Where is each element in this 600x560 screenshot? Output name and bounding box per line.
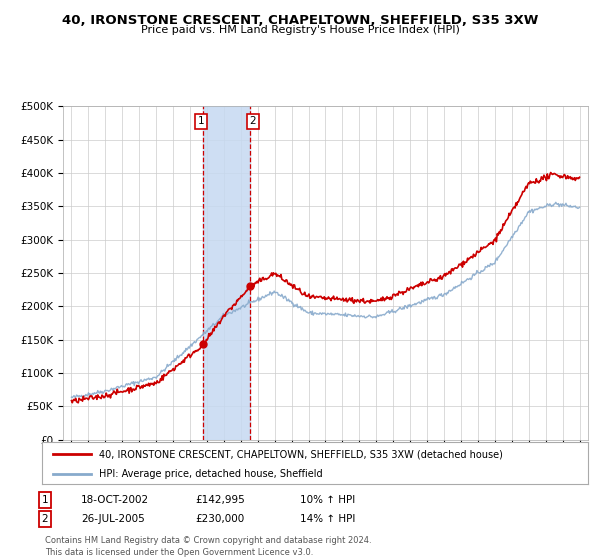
- Text: 10% ↑ HPI: 10% ↑ HPI: [300, 495, 355, 505]
- Text: 2: 2: [41, 514, 49, 524]
- Text: 18-OCT-2002: 18-OCT-2002: [81, 495, 149, 505]
- Text: Contains HM Land Registry data © Crown copyright and database right 2024.
This d: Contains HM Land Registry data © Crown c…: [45, 536, 371, 557]
- Text: £142,995: £142,995: [195, 495, 245, 505]
- Text: 14% ↑ HPI: 14% ↑ HPI: [300, 514, 355, 524]
- Text: 40, IRONSTONE CRESCENT, CHAPELTOWN, SHEFFIELD, S35 3XW: 40, IRONSTONE CRESCENT, CHAPELTOWN, SHEF…: [62, 14, 538, 27]
- Text: 2: 2: [250, 116, 256, 127]
- Text: 1: 1: [41, 495, 49, 505]
- Text: HPI: Average price, detached house, Sheffield: HPI: Average price, detached house, Shef…: [100, 469, 323, 479]
- Text: £230,000: £230,000: [195, 514, 244, 524]
- Text: 40, IRONSTONE CRESCENT, CHAPELTOWN, SHEFFIELD, S35 3XW (detached house): 40, IRONSTONE CRESCENT, CHAPELTOWN, SHEF…: [100, 449, 503, 459]
- Bar: [203, 106, 250, 440]
- Text: 26-JUL-2005: 26-JUL-2005: [81, 514, 145, 524]
- Text: Price paid vs. HM Land Registry's House Price Index (HPI): Price paid vs. HM Land Registry's House …: [140, 25, 460, 35]
- Text: 1: 1: [197, 116, 204, 127]
